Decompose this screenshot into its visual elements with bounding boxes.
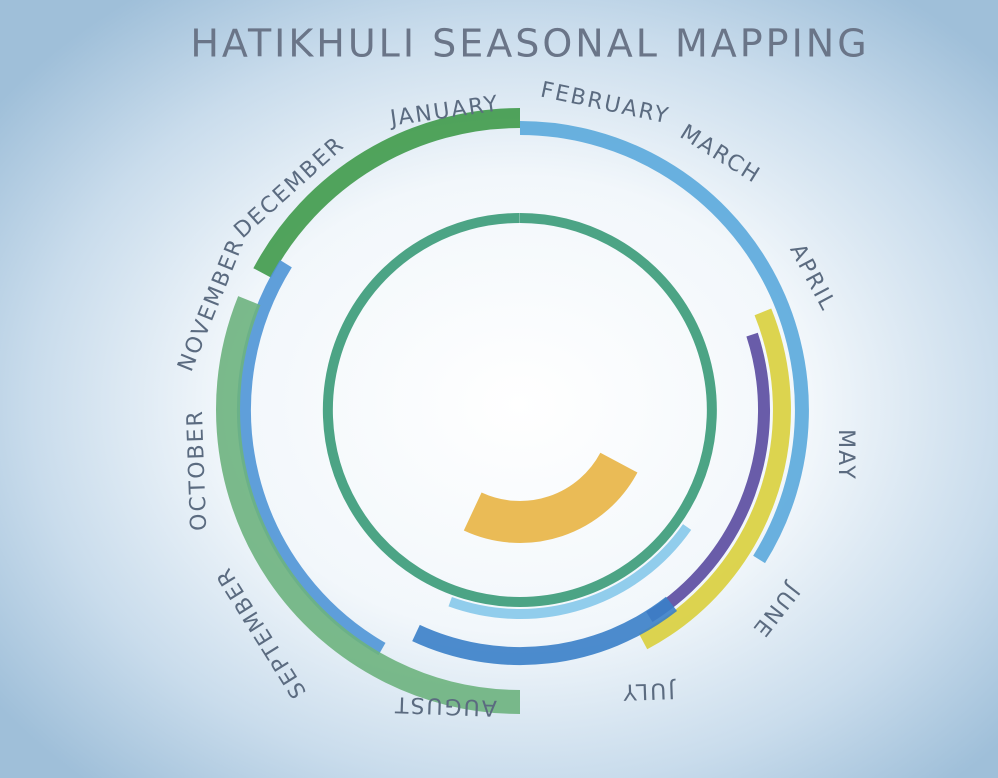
month-label: MAY bbox=[833, 429, 858, 481]
light-green-arc bbox=[216, 296, 521, 714]
inner-green-ring bbox=[322, 213, 717, 607]
purple-arc bbox=[646, 332, 771, 622]
outer-green-arc bbox=[253, 108, 521, 278]
month-label: OCTOBER bbox=[183, 409, 212, 532]
season-arcs bbox=[216, 108, 809, 714]
inner-light-blue-arc bbox=[448, 524, 692, 619]
outer-blue-arc bbox=[519, 121, 809, 564]
poster-title: HATIKHULI SEASONAL MAPPING bbox=[190, 22, 869, 66]
yellow-arc bbox=[638, 308, 791, 650]
month-label: JULY bbox=[621, 677, 677, 704]
month-label: AUGUST bbox=[393, 691, 498, 720]
orange-arc bbox=[463, 452, 638, 543]
dark-blue-arc bbox=[412, 596, 678, 666]
outer-blue-left-arc bbox=[237, 259, 386, 656]
